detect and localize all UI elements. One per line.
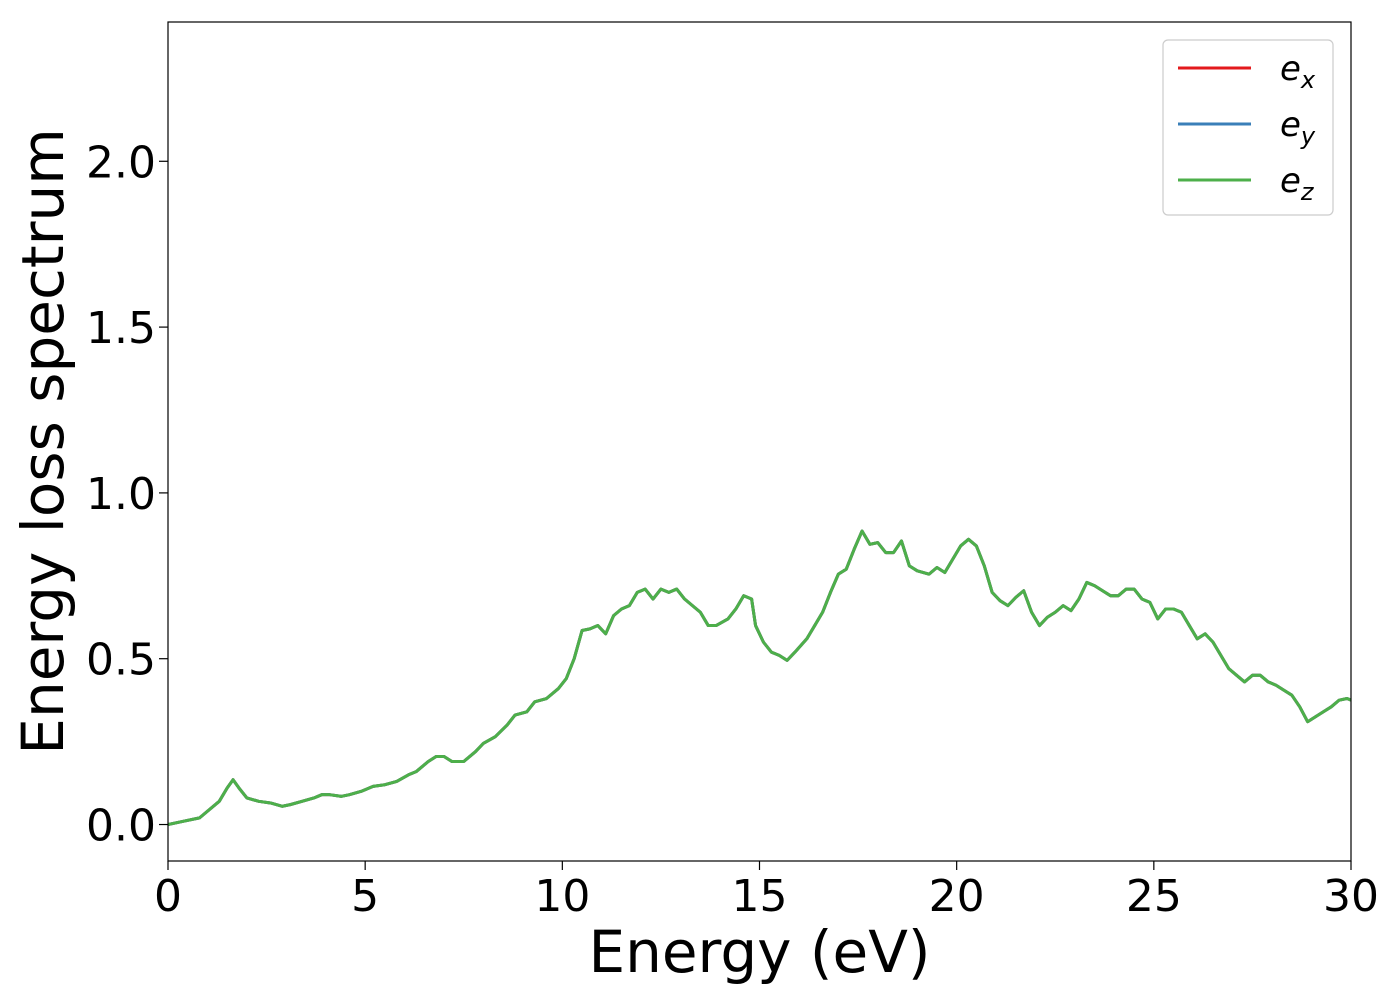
x-axis: 0 5 10 15 20 25 30 (154, 861, 1379, 922)
series-layer (168, 529, 1351, 827)
y-axis: 0.0 0.5 1.0 1.5 2.0 (86, 137, 168, 852)
plot-area (168, 22, 1351, 861)
legend-box (1162, 39, 1334, 216)
y-axis-label: Energy loss spectrum (9, 128, 77, 754)
legend-label-base: e (1280, 49, 1301, 89)
y-tick-label: 0.5 (86, 635, 156, 686)
y-tick-label: 1.5 (86, 303, 156, 354)
x-tick-label: 0 (154, 871, 182, 922)
y-tick-label: 2.0 (86, 137, 156, 188)
x-tick-label: 15 (732, 871, 788, 922)
legend-label-base: e (1280, 105, 1301, 145)
series-line-e_z (168, 529, 1351, 827)
legend-label-e_x: ex (1280, 49, 1316, 94)
x-tick-label: 20 (929, 871, 985, 922)
y-tick-label: 0.0 (86, 801, 156, 852)
legend-label-sub: z (1300, 178, 1315, 206)
x-tick-label: 10 (534, 871, 590, 922)
legend-label-base: e (1280, 161, 1301, 201)
x-tick-label: 25 (1126, 871, 1182, 922)
x-tick-label: 30 (1323, 871, 1379, 922)
legend-label-sub: x (1300, 66, 1316, 94)
legend-label-sub: y (1300, 122, 1316, 150)
legend-label-e_y: ey (1280, 105, 1316, 150)
y-tick-label: 1.0 (86, 469, 156, 520)
x-tick-label: 5 (351, 871, 379, 922)
legend-label-e_z: ez (1280, 161, 1315, 206)
x-axis-label: Energy (eV) (588, 918, 930, 986)
